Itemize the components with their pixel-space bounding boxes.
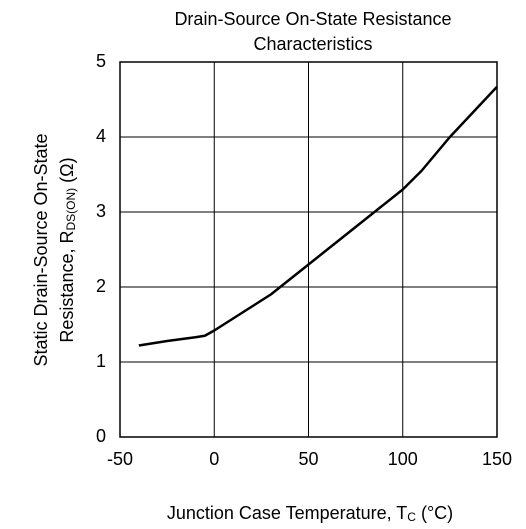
y-label-unit: (Ω) [57, 157, 77, 187]
x-label-unit: (°C) [416, 503, 453, 523]
x-label-text: Junction Case Temperature, T [167, 503, 407, 523]
y-label-line: Resistance, RDS(ON) (Ω) [57, 157, 78, 342]
y-tick-label: 4 [96, 126, 106, 146]
x-tick-label: 50 [298, 449, 318, 469]
chart-title: Drain-Source On-State Resistance [174, 9, 451, 29]
y-label-line: Static Drain-Source On-State [31, 133, 51, 366]
y-tick-label: 5 [96, 51, 106, 71]
chart-title: Characteristics [253, 34, 372, 54]
y-tick-label: 1 [96, 351, 106, 371]
y-axis-label: Static Drain-Source On-State Resistance,… [31, 133, 78, 366]
x-tick-label: -50 [107, 449, 133, 469]
plot-frame [119, 61, 498, 438]
y-tick-label: 0 [96, 426, 106, 446]
y-tick-label: 3 [96, 201, 106, 221]
y-label-text: Resistance, R [57, 231, 77, 343]
y-tick-label: 2 [96, 276, 106, 296]
x-tick-label: 100 [388, 449, 418, 469]
x-tick-label: 150 [482, 449, 512, 469]
y-label-sub: DS(ON) [64, 188, 78, 231]
x-label-sub: C [407, 510, 416, 524]
x-axis-label: Junction Case Temperature, TC (°C) [167, 503, 453, 524]
data-line [138, 85, 498, 347]
x-tick-label: 0 [209, 449, 219, 469]
